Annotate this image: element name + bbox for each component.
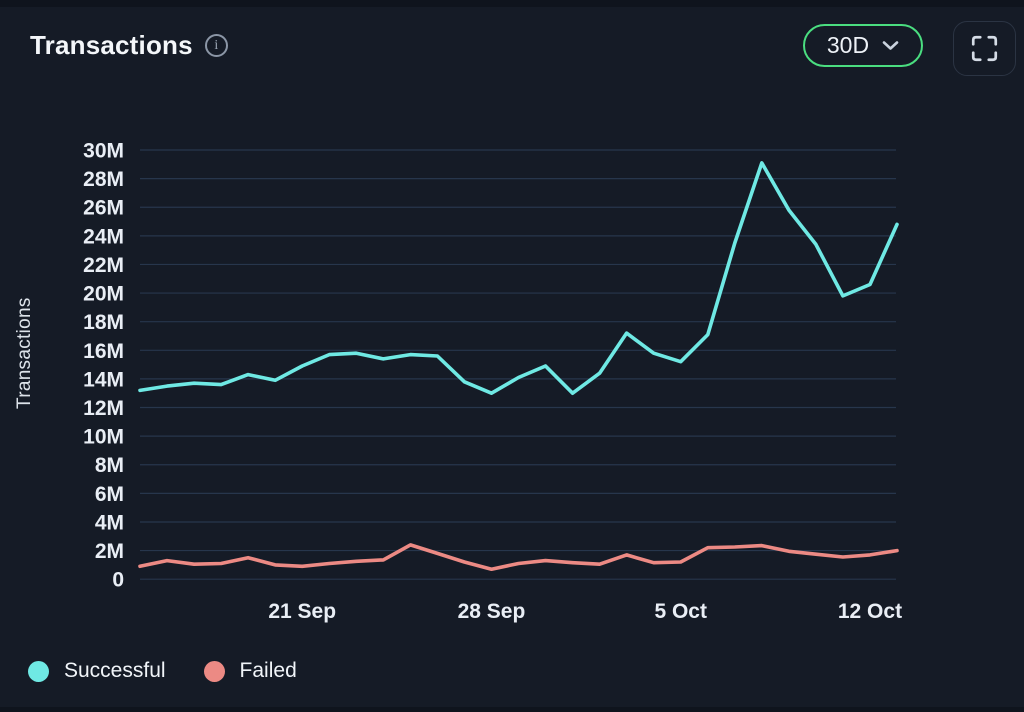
page-title: Transactions xyxy=(30,30,193,60)
window-bottom-edge xyxy=(0,707,1024,712)
y-tick-label: 16M xyxy=(83,340,124,363)
y-tick-label: 20M xyxy=(83,283,124,306)
y-tick-label: 12M xyxy=(83,397,124,420)
window-top-edge xyxy=(0,0,1024,7)
chart-legend: Successful Failed xyxy=(28,659,297,683)
y-tick-label: 24M xyxy=(83,225,124,248)
fullscreen-icon xyxy=(971,35,998,62)
series-line-failed[interactable] xyxy=(138,543,899,572)
y-tick-label: 8M xyxy=(95,454,124,477)
y-tick-label: 0 xyxy=(112,569,124,592)
y-tick-label: 26M xyxy=(83,197,124,220)
range-selector-button[interactable]: 30D xyxy=(803,24,923,67)
x-tick-label: 21 Sep xyxy=(268,600,336,623)
legend-label-successful: Successful xyxy=(64,659,166,682)
y-tick-label: 2M xyxy=(95,540,124,563)
range-selector-value: 30D xyxy=(826,32,870,58)
y-tick-label: 4M xyxy=(95,511,124,534)
legend-label-failed: Failed xyxy=(239,659,297,682)
y-tick-label: 30M xyxy=(83,140,124,163)
chevron-down-icon xyxy=(882,40,899,51)
y-tick-label: 22M xyxy=(83,254,124,277)
y-tick-label: 18M xyxy=(83,311,124,334)
card-header: Transactions i 30D xyxy=(0,0,1024,96)
series-line-successful[interactable] xyxy=(138,161,899,396)
x-tick-label: 12 Oct xyxy=(838,600,902,623)
fullscreen-button[interactable] xyxy=(953,21,1016,76)
y-tick-label: 6M xyxy=(95,483,124,506)
successful-color-dot xyxy=(28,660,49,682)
y-tick-label: 14M xyxy=(83,368,124,391)
legend-item-failed[interactable]: Failed xyxy=(203,659,297,683)
x-tick-label: 5 Oct xyxy=(654,600,707,623)
legend-item-successful[interactable]: Successful xyxy=(28,659,166,683)
y-tick-label: 10M xyxy=(83,426,124,449)
transactions-line-chart[interactable]: 30M 28M 26M 24M 22M 20M 18M 16M 14M 12M 10M 8M 6M 4M 2… xyxy=(0,100,1024,640)
y-tick-label: 28M xyxy=(83,168,124,191)
failed-color-dot xyxy=(203,660,225,682)
x-tick-label: 28 Sep xyxy=(458,600,526,623)
info-icon[interactable]: i xyxy=(204,34,228,57)
